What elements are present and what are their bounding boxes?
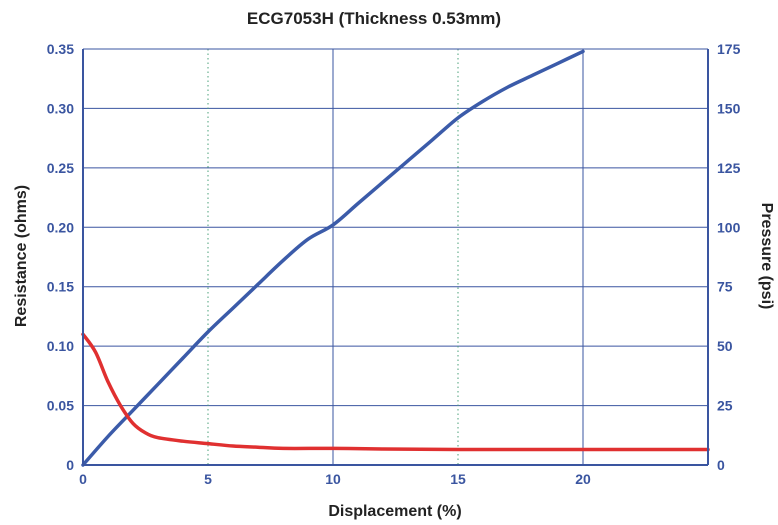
y-left-tick-label-6: 0.30 [47, 100, 74, 116]
y-left-tick-label-2: 0.10 [47, 338, 74, 354]
x-tick-label-1: 5 [204, 471, 212, 487]
y-left-tick-label-1: 0.05 [47, 398, 74, 414]
y-right-tick-label-0: 0 [717, 457, 725, 473]
y-left-tick-label-7: 0.35 [47, 41, 74, 57]
x-tick-label-0: 0 [79, 471, 87, 487]
ticks-layer: 0 5 10 15 20 0 0.05 0.10 0.15 0.20 0.25 0.30 0.35 0 25… [47, 41, 741, 487]
y-right-tick-label-7: 175 [717, 41, 741, 57]
y-left-tick-label-5: 0.25 [47, 160, 74, 176]
y-right-tick-label-1: 25 [717, 398, 733, 414]
axes-layer [82, 48, 709, 466]
grid-layer [83, 48, 708, 466]
y-right-tick-label-4: 100 [717, 219, 741, 235]
y-right-tick-label-2: 50 [717, 338, 733, 354]
x-tick-label-3: 15 [450, 471, 466, 487]
x-tick-label-2: 10 [325, 471, 341, 487]
y-left-tick-label-3: 0.15 [47, 279, 74, 295]
y-left-axis-label: Resistance (ohms) [13, 185, 30, 327]
y-right-tick-label-3: 75 [717, 279, 733, 295]
pressure-series-line [81, 49, 585, 467]
x-axis-label: Displacement (%) [328, 503, 461, 520]
y-right-tick-label-5: 125 [717, 160, 741, 176]
y-left-tick-label-0: 0 [66, 457, 74, 473]
x-tick-label-4: 20 [575, 471, 591, 487]
y-right-axis-label: Pressure (psi) [758, 203, 775, 310]
y-right-tick-label-6: 150 [717, 100, 741, 116]
chart-title: ECG7053H (Thickness 0.53mm) [247, 9, 501, 28]
series-layer [81, 49, 710, 467]
y-left-tick-label-4: 0.20 [47, 219, 74, 235]
resistance-series-line [81, 332, 710, 452]
